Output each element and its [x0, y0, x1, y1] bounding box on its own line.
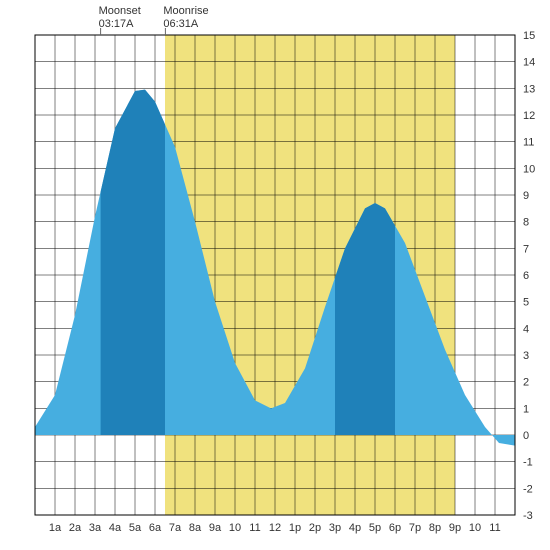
x-tick-label: 8p — [429, 522, 441, 534]
x-tick-label: 6p — [389, 522, 401, 534]
annotation-moonrise: Moonrise06:31A — [163, 5, 208, 31]
y-tick-label: 6 — [523, 270, 529, 282]
y-tick-label: 7 — [523, 243, 529, 255]
x-tick-label: 11 — [249, 522, 260, 534]
annotation-label: Moonset — [99, 5, 141, 18]
x-tick-label: 6a — [149, 522, 162, 534]
x-tick-label: 1a — [49, 522, 62, 534]
x-tick-label: 11 — [489, 522, 500, 534]
x-tick-label: 3p — [329, 522, 341, 534]
y-tick-label: -3 — [523, 510, 533, 522]
x-tick-label: 2a — [69, 522, 82, 534]
y-tick-label: -1 — [523, 457, 533, 469]
y-tick-label: -2 — [523, 483, 533, 495]
annotation-moonset: Moonset03:17A — [99, 5, 141, 31]
tide-chart: Moonset03:17AMoonrise06:31A 151413121110… — [0, 0, 550, 550]
x-tick-label: 10 — [469, 522, 481, 534]
annotation-time: 03:17A — [99, 18, 141, 31]
y-tick-label: 13 — [523, 83, 535, 95]
y-tick-label: 3 — [523, 350, 529, 362]
x-tick-label: 3a — [89, 522, 102, 534]
y-tick-label: 9 — [523, 190, 529, 202]
y-tick-label: 5 — [523, 297, 529, 309]
tide-dark-band-0 — [101, 35, 165, 515]
y-tick-label: 2 — [523, 377, 529, 389]
x-tick-label: 7p — [409, 522, 421, 534]
x-tick-label: 4a — [109, 522, 122, 534]
x-tick-label: 8a — [189, 522, 202, 534]
x-tick-label: 1p — [289, 522, 301, 534]
x-tick-label: 5p — [369, 522, 381, 534]
y-tick-label: 11 — [523, 137, 534, 149]
y-tick-label: 8 — [523, 217, 529, 229]
y-tick-label: 14 — [523, 57, 535, 69]
annotation-label: Moonrise — [163, 5, 208, 18]
y-tick-label: 4 — [523, 323, 529, 335]
x-tick-label: 2p — [309, 522, 321, 534]
annotation-time: 06:31A — [163, 18, 208, 31]
x-tick-label: 4p — [349, 522, 361, 534]
y-tick-label: 12 — [523, 110, 535, 122]
y-tick-label: 15 — [523, 30, 535, 42]
x-tick-label: 9a — [209, 522, 222, 534]
x-tick-label: 9p — [449, 522, 461, 534]
x-tick-label: 5a — [129, 522, 142, 534]
x-tick-label: 7a — [169, 522, 182, 534]
chart-svg: 1514131211109876543210-1-2-31a2a3a4a5a6a… — [0, 0, 550, 550]
x-tick-label: 12 — [269, 522, 281, 534]
y-tick-label: 1 — [523, 403, 529, 415]
y-tick-label: 10 — [523, 163, 535, 175]
x-tick-label: 10 — [229, 522, 241, 534]
y-tick-label: 0 — [523, 430, 529, 442]
